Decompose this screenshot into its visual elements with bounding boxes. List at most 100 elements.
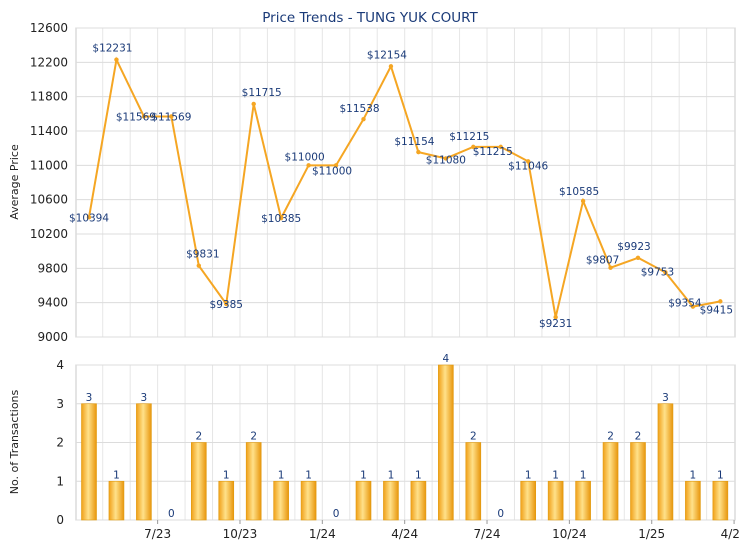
price-point: [278, 215, 284, 221]
price-value-label: $9923: [617, 241, 650, 253]
volume-tick-label: 1: [56, 474, 64, 488]
price-point: [690, 304, 696, 309]
price-point: [498, 144, 503, 150]
price-point: [333, 163, 339, 168]
price-tick-label: 10200: [30, 227, 68, 241]
price-value-label: $11538: [339, 103, 379, 115]
x-tick-label: 1/25: [638, 527, 665, 541]
volume-tick-label: 0: [56, 513, 64, 527]
x-tick-label: 4/25: [721, 527, 740, 541]
price-point: [526, 159, 531, 164]
price-tick-label: 9400: [37, 296, 68, 310]
price-tick-label: 9000: [37, 330, 68, 344]
price-point: [608, 265, 613, 270]
price-point: [471, 144, 476, 150]
price-value-label: $11215: [449, 131, 489, 143]
bar-value-label: 1: [552, 469, 559, 481]
x-tick-label: 7/23: [144, 527, 171, 541]
transactions-axis-title: No. of Transactions: [8, 389, 21, 494]
price-point: [86, 215, 92, 220]
price-value-label: $11000: [312, 165, 352, 177]
price-value-label: $11046: [508, 160, 548, 172]
price-series-line: [88, 56, 721, 318]
bar-value-label: 1: [580, 469, 587, 481]
bar-value-label: 0: [168, 508, 175, 520]
bar-value-label: 3: [141, 392, 148, 404]
price-value-label: $11215: [473, 146, 513, 158]
bar-value-label: 1: [223, 469, 230, 481]
chart-title: Price Trends - TUNG YUK COURT: [262, 10, 478, 26]
volume-tick-label: 3: [56, 397, 64, 411]
price-plot-frame: [75, 27, 736, 338]
bar-value-label: 1: [525, 469, 532, 481]
price-value-label: $9415: [700, 304, 733, 316]
transaction-bar: [136, 403, 152, 521]
transaction-bar: [191, 442, 207, 521]
price-axis-title: Average Price: [8, 144, 21, 220]
bar-value-label: 3: [86, 392, 93, 404]
price-value-label: $9231: [539, 318, 572, 330]
transaction-bar: [575, 480, 591, 521]
price-value-label: $9807: [586, 255, 619, 267]
transaction-bar: [383, 480, 399, 521]
x-tick-label: 10/24: [552, 527, 587, 541]
price-value-label: $9385: [210, 299, 243, 311]
bar-value-label: 1: [113, 469, 120, 481]
x-tick-label: 10/23: [223, 527, 258, 541]
price-value-label: $9753: [641, 266, 674, 278]
price-tick-label: 12200: [30, 55, 68, 69]
price-point: [663, 270, 668, 275]
price-value-label: $11569: [116, 111, 156, 123]
bar-value-label: 2: [250, 431, 257, 443]
transaction-bar: [465, 442, 482, 521]
transaction-bar: [108, 480, 125, 521]
transaction-bar: [355, 480, 372, 521]
price-point: [306, 163, 311, 168]
price-point: [635, 255, 641, 260]
transaction-bar: [438, 364, 454, 521]
price-tick-label: 11000: [30, 158, 68, 172]
price-value-label: $12231: [92, 43, 132, 55]
price-point: [114, 57, 119, 62]
price-tick-label: 12600: [30, 21, 68, 35]
price-point: [224, 301, 229, 307]
x-tick-label: 7/24: [474, 527, 501, 541]
transaction-bar: [273, 480, 289, 521]
price-point: [553, 314, 558, 320]
bar-value-label: 2: [195, 431, 202, 443]
x-tick-label: 1/24: [309, 527, 336, 541]
price-point: [388, 64, 394, 69]
price-point: [169, 114, 174, 119]
bar-value-label: 4: [443, 353, 450, 365]
bar-value-label: 2: [470, 431, 477, 443]
price-value-label: $11569: [151, 111, 191, 123]
price-value-label: $11154: [394, 136, 434, 148]
bar-value-label: 1: [415, 469, 422, 481]
transaction-bar: [547, 480, 564, 521]
price-value-label: $11000: [285, 151, 325, 163]
price-value-label: $10385: [261, 213, 301, 225]
price-value-label: $10394: [69, 212, 109, 224]
bar-value-label: 1: [278, 469, 285, 481]
volume-tick-label: 2: [56, 436, 64, 450]
price-value-label: $10585: [559, 186, 599, 198]
transaction-bar: [81, 403, 97, 521]
bar-value-label: 3: [662, 392, 669, 404]
x-tick-label: 4/24: [391, 527, 418, 541]
volume-tick-label: 4: [56, 358, 64, 372]
transaction-bar: [520, 480, 537, 521]
transaction-bar: [410, 480, 427, 521]
bar-value-label: 0: [497, 508, 504, 520]
transaction-bar: [685, 480, 701, 521]
bar-value-label: 1: [305, 469, 312, 481]
bar-value-label: 0: [333, 508, 340, 520]
price-point: [718, 299, 723, 304]
bar-value-label: 1: [360, 469, 367, 481]
price-value-label: $12154: [367, 49, 407, 61]
price-value-label: $11715: [242, 87, 282, 99]
transaction-bar: [218, 480, 235, 521]
transaction-bar: [630, 442, 646, 521]
price-point: [251, 101, 256, 107]
